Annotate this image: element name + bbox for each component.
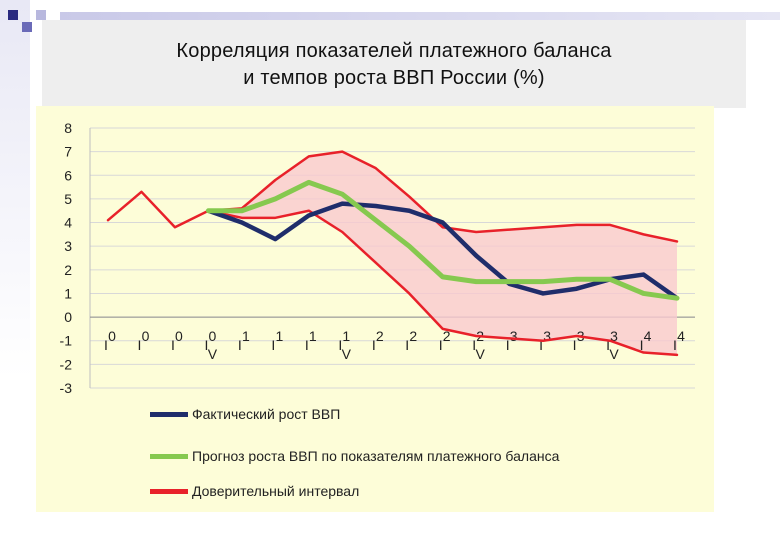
x-tick-label-part: 3	[543, 328, 551, 344]
y-tick-label: 5	[64, 191, 72, 207]
y-tick-label: 1	[64, 285, 72, 301]
y-tick-label: 6	[64, 167, 72, 183]
x-tick-label-part: I	[171, 337, 175, 353]
x-tick-label-part: 1	[275, 328, 283, 344]
legend-item-actual: Фактический рост ВВП	[150, 404, 340, 424]
slide-title: Корреляция показателей платежного баланс…	[42, 38, 746, 92]
series-actual-line	[206, 201, 680, 301]
x-tick-label-part: 1	[342, 328, 350, 344]
x-tick-label-part: V	[476, 346, 486, 362]
x-tick-label-part: 3	[610, 328, 618, 344]
x-tick-label-part: 0	[175, 328, 183, 344]
x-tick-label-part: V	[342, 346, 352, 362]
series-forecast-line	[205, 179, 680, 301]
x-tick-label: 3 IV	[606, 328, 619, 362]
x-tick-label-part: I	[439, 337, 443, 353]
legend-label-actual: Фактический рост ВВП	[192, 406, 341, 422]
x-tick-label-part: I	[573, 337, 577, 353]
y-tick-label: -2	[60, 356, 73, 372]
x-tick-label-part: 2	[376, 328, 384, 344]
x-tick-label-part: I	[138, 337, 142, 353]
x-tick-label-part: 0	[142, 328, 150, 344]
confidence-band	[208, 151, 678, 355]
series-interval-upper-line	[106, 150, 679, 243]
y-tick-label: 8	[64, 120, 72, 136]
x-tick-label-part: V	[609, 346, 619, 362]
x-tick-label-part: 2	[409, 328, 417, 344]
y-tick-label: 2	[64, 262, 72, 278]
x-tick-label-part: I	[271, 337, 275, 353]
legend-item-interval: Доверительный интервал	[150, 481, 359, 501]
decor-square-2	[22, 22, 32, 32]
y-tick-label: 7	[64, 144, 72, 160]
x-tick-label-part: I	[606, 337, 610, 353]
x-tick-label-part: I	[539, 337, 543, 353]
legend-swatch-interval	[150, 488, 188, 494]
x-tick-label-part: 3	[510, 328, 518, 344]
y-tick-label: 3	[64, 238, 72, 254]
x-tick-label-part: V	[208, 346, 218, 362]
x-tick-label-part: 0	[108, 328, 116, 344]
decor-side-gradient	[0, 0, 30, 540]
y-tick-label: 0	[64, 309, 72, 325]
title-panel	[42, 20, 746, 108]
x-tick-label: 0 IV	[204, 328, 217, 362]
x-tick-label-part: I	[238, 337, 242, 353]
decor-square-3	[36, 10, 46, 20]
x-tick-label: 1 IV	[338, 328, 351, 362]
decor-top-bar	[60, 12, 780, 20]
x-tick-label-part: I	[640, 337, 644, 353]
x-tick-label-part: I	[372, 337, 376, 353]
x-tick-label-part: I	[204, 337, 208, 353]
decor-square-1	[8, 10, 18, 20]
x-tick-label-part: I	[472, 337, 476, 353]
x-tick-label-part: 1	[242, 328, 250, 344]
legend-label-interval: Доверительный интервал	[192, 483, 360, 499]
legend-item-forecast: Прогноз роста ВВП по показателям платежн…	[150, 446, 559, 466]
y-tick-label: -1	[60, 333, 73, 349]
y-tick-label: 4	[64, 215, 72, 231]
x-tick-label-part: 1	[309, 328, 317, 344]
title-line-2: и темпов роста ВВП России (%)	[243, 67, 545, 89]
legend-swatch-forecast	[150, 453, 188, 459]
x-tick-label-part: I	[405, 337, 409, 353]
series-interval-lower-line	[207, 209, 679, 357]
x-tick-label-part: 2	[443, 328, 451, 344]
x-tick-label-part: I	[506, 337, 510, 353]
y-tick-label: -3	[60, 380, 73, 396]
legend-label-forecast: Прогноз роста ВВП по показателям платежн…	[192, 448, 560, 464]
x-tick-label-part: I	[305, 337, 309, 353]
x-tick-label-part: 0	[209, 328, 217, 344]
x-tick-label-part: 4	[644, 328, 652, 344]
x-tick-label-part: I	[338, 337, 342, 353]
legend-swatch-actual	[150, 411, 188, 417]
x-tick-label-part: I	[673, 337, 677, 353]
title-line-1: Корреляция показателей платежного баланс…	[176, 40, 612, 62]
x-tick-label-part: I	[104, 337, 108, 353]
x-tick-label-part: 4	[677, 328, 685, 344]
